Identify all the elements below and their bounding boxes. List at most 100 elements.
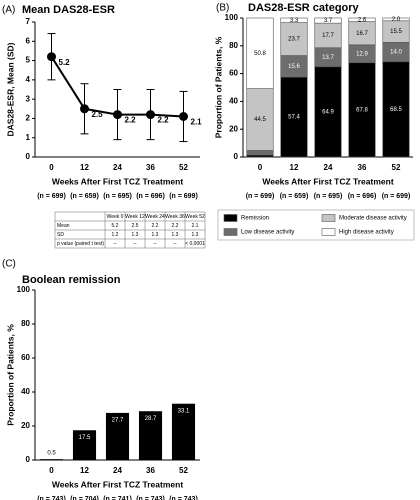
value-label: 44.5 [254, 117, 266, 123]
bar-segment [382, 61, 410, 158]
bar-segment [382, 17, 410, 22]
table-cell: Mean [57, 223, 70, 229]
x-tick-label: 24 [324, 163, 333, 172]
n-label: (n = 696) [348, 193, 377, 200]
table-header: Week 24 [145, 214, 165, 220]
value-label: 28.7 [145, 416, 157, 422]
legend-swatch [223, 214, 238, 222]
value-label: 3.7 [324, 18, 333, 24]
table-cell: – [134, 241, 137, 247]
x-tick-label: 0 [49, 466, 54, 475]
y-tick-label: 7 [26, 17, 31, 26]
table-header: Week 36 [165, 214, 185, 220]
value-label: 0.5 [47, 451, 56, 457]
n-label: (n = 696) [136, 193, 165, 200]
x-tick-label: 52 [179, 163, 188, 172]
value-label: 15.5 [390, 29, 402, 35]
bar [105, 412, 130, 460]
n-label: (n = 659) [70, 193, 99, 200]
y-tick-label: 5 [26, 56, 31, 65]
n-label: (n = 741) [103, 496, 132, 500]
y-tick-label: 60 [229, 69, 238, 78]
table-cell: < 0.0001 [185, 241, 205, 247]
y-tick-label: 2 [26, 114, 31, 123]
value-label: 33.1 [178, 408, 190, 414]
x-tick-label: 36 [146, 163, 155, 172]
table-cell: 1.2 [112, 232, 119, 238]
point [47, 52, 56, 62]
y-tick-label: 6 [26, 36, 31, 45]
legend-label: Remission [241, 216, 269, 222]
value-label: 2.0 [392, 17, 401, 23]
n-label: (n = 704) [70, 496, 99, 500]
legend-swatch [321, 228, 336, 236]
x-tick-label: 24 [113, 163, 122, 172]
table-cell: 2.2 [152, 223, 159, 229]
n-label: (n = 695) [103, 193, 132, 200]
value-label: 16.7 [356, 31, 368, 37]
n-label: (n = 699) [37, 193, 66, 200]
y-tick-label: 4 [26, 75, 31, 84]
x-tick-label: 52 [179, 466, 188, 475]
bar-segment [246, 17, 274, 89]
table-cell: p value (paired t test) [57, 241, 104, 247]
value-label: 27.7 [112, 417, 124, 423]
table-cell: – [174, 241, 177, 247]
bar-segment [280, 22, 308, 56]
table-cell: 2.2 [172, 223, 179, 229]
y-tick-label: 3 [26, 94, 31, 103]
x-tick-label: 0 [49, 163, 54, 172]
x-tick-label: 12 [80, 466, 89, 475]
bar-segment [246, 150, 274, 156]
x-tick-label: 52 [392, 163, 401, 172]
table-cell: 1.3 [132, 232, 139, 238]
y-axis-label: DAS28-ESR, Mean (SD) [5, 42, 15, 136]
value-label: 2.6 [358, 17, 367, 23]
panel-label: (C) [2, 259, 16, 270]
n-label: (n = 743) [136, 496, 165, 500]
bar-segment [280, 17, 308, 23]
y-tick-label: 0 [26, 152, 31, 161]
value-label: 5.2 [59, 58, 71, 67]
n-label: (n = 743) [169, 496, 198, 500]
value-label: 23.7 [288, 37, 300, 43]
n-label: (n = 699) [382, 193, 411, 200]
value-label: 2.1 [191, 118, 203, 127]
value-label: 17.7 [322, 33, 334, 39]
y-tick-label: 40 [229, 97, 238, 106]
panel-label: (A) [2, 5, 15, 16]
value-label: 15.6 [288, 64, 300, 70]
chart-title: DAS28-ESR category [248, 2, 360, 14]
bar-segment [314, 66, 342, 158]
bar-segment [348, 17, 376, 22]
x-tick-label: 12 [290, 163, 299, 172]
bar-segment [348, 62, 376, 158]
legend-swatch [223, 228, 238, 236]
bar [138, 411, 163, 460]
bar-segment [246, 88, 274, 151]
value-label: 68.5 [390, 107, 402, 113]
value-label: 17.5 [79, 435, 91, 441]
bar-segment [314, 17, 342, 24]
value-label: 2.2 [158, 116, 170, 125]
x-tick-label: 0 [258, 163, 263, 172]
y-axis-label: Proportion of Patients, % [213, 36, 223, 138]
y-tick-label: 100 [225, 13, 239, 22]
y-tick-label: 80 [21, 319, 30, 328]
value-label: 64.9 [322, 109, 334, 115]
legend-box [217, 209, 415, 241]
bar [72, 430, 97, 460]
table-cell: 1.3 [152, 232, 159, 238]
value-label: 13.7 [322, 55, 334, 61]
y-tick-label: 80 [229, 41, 238, 50]
n-label: (n = 699) [246, 193, 275, 200]
x-tick-label: 36 [358, 163, 367, 172]
chart-title: Mean DAS28-ESR [22, 4, 115, 16]
value-label: 67.8 [356, 107, 368, 113]
bar-segment [314, 22, 342, 49]
table-cell: – [154, 241, 157, 247]
bar [171, 403, 196, 460]
y-tick-label: 0 [234, 152, 239, 161]
table-cell: 2.1 [192, 223, 199, 229]
